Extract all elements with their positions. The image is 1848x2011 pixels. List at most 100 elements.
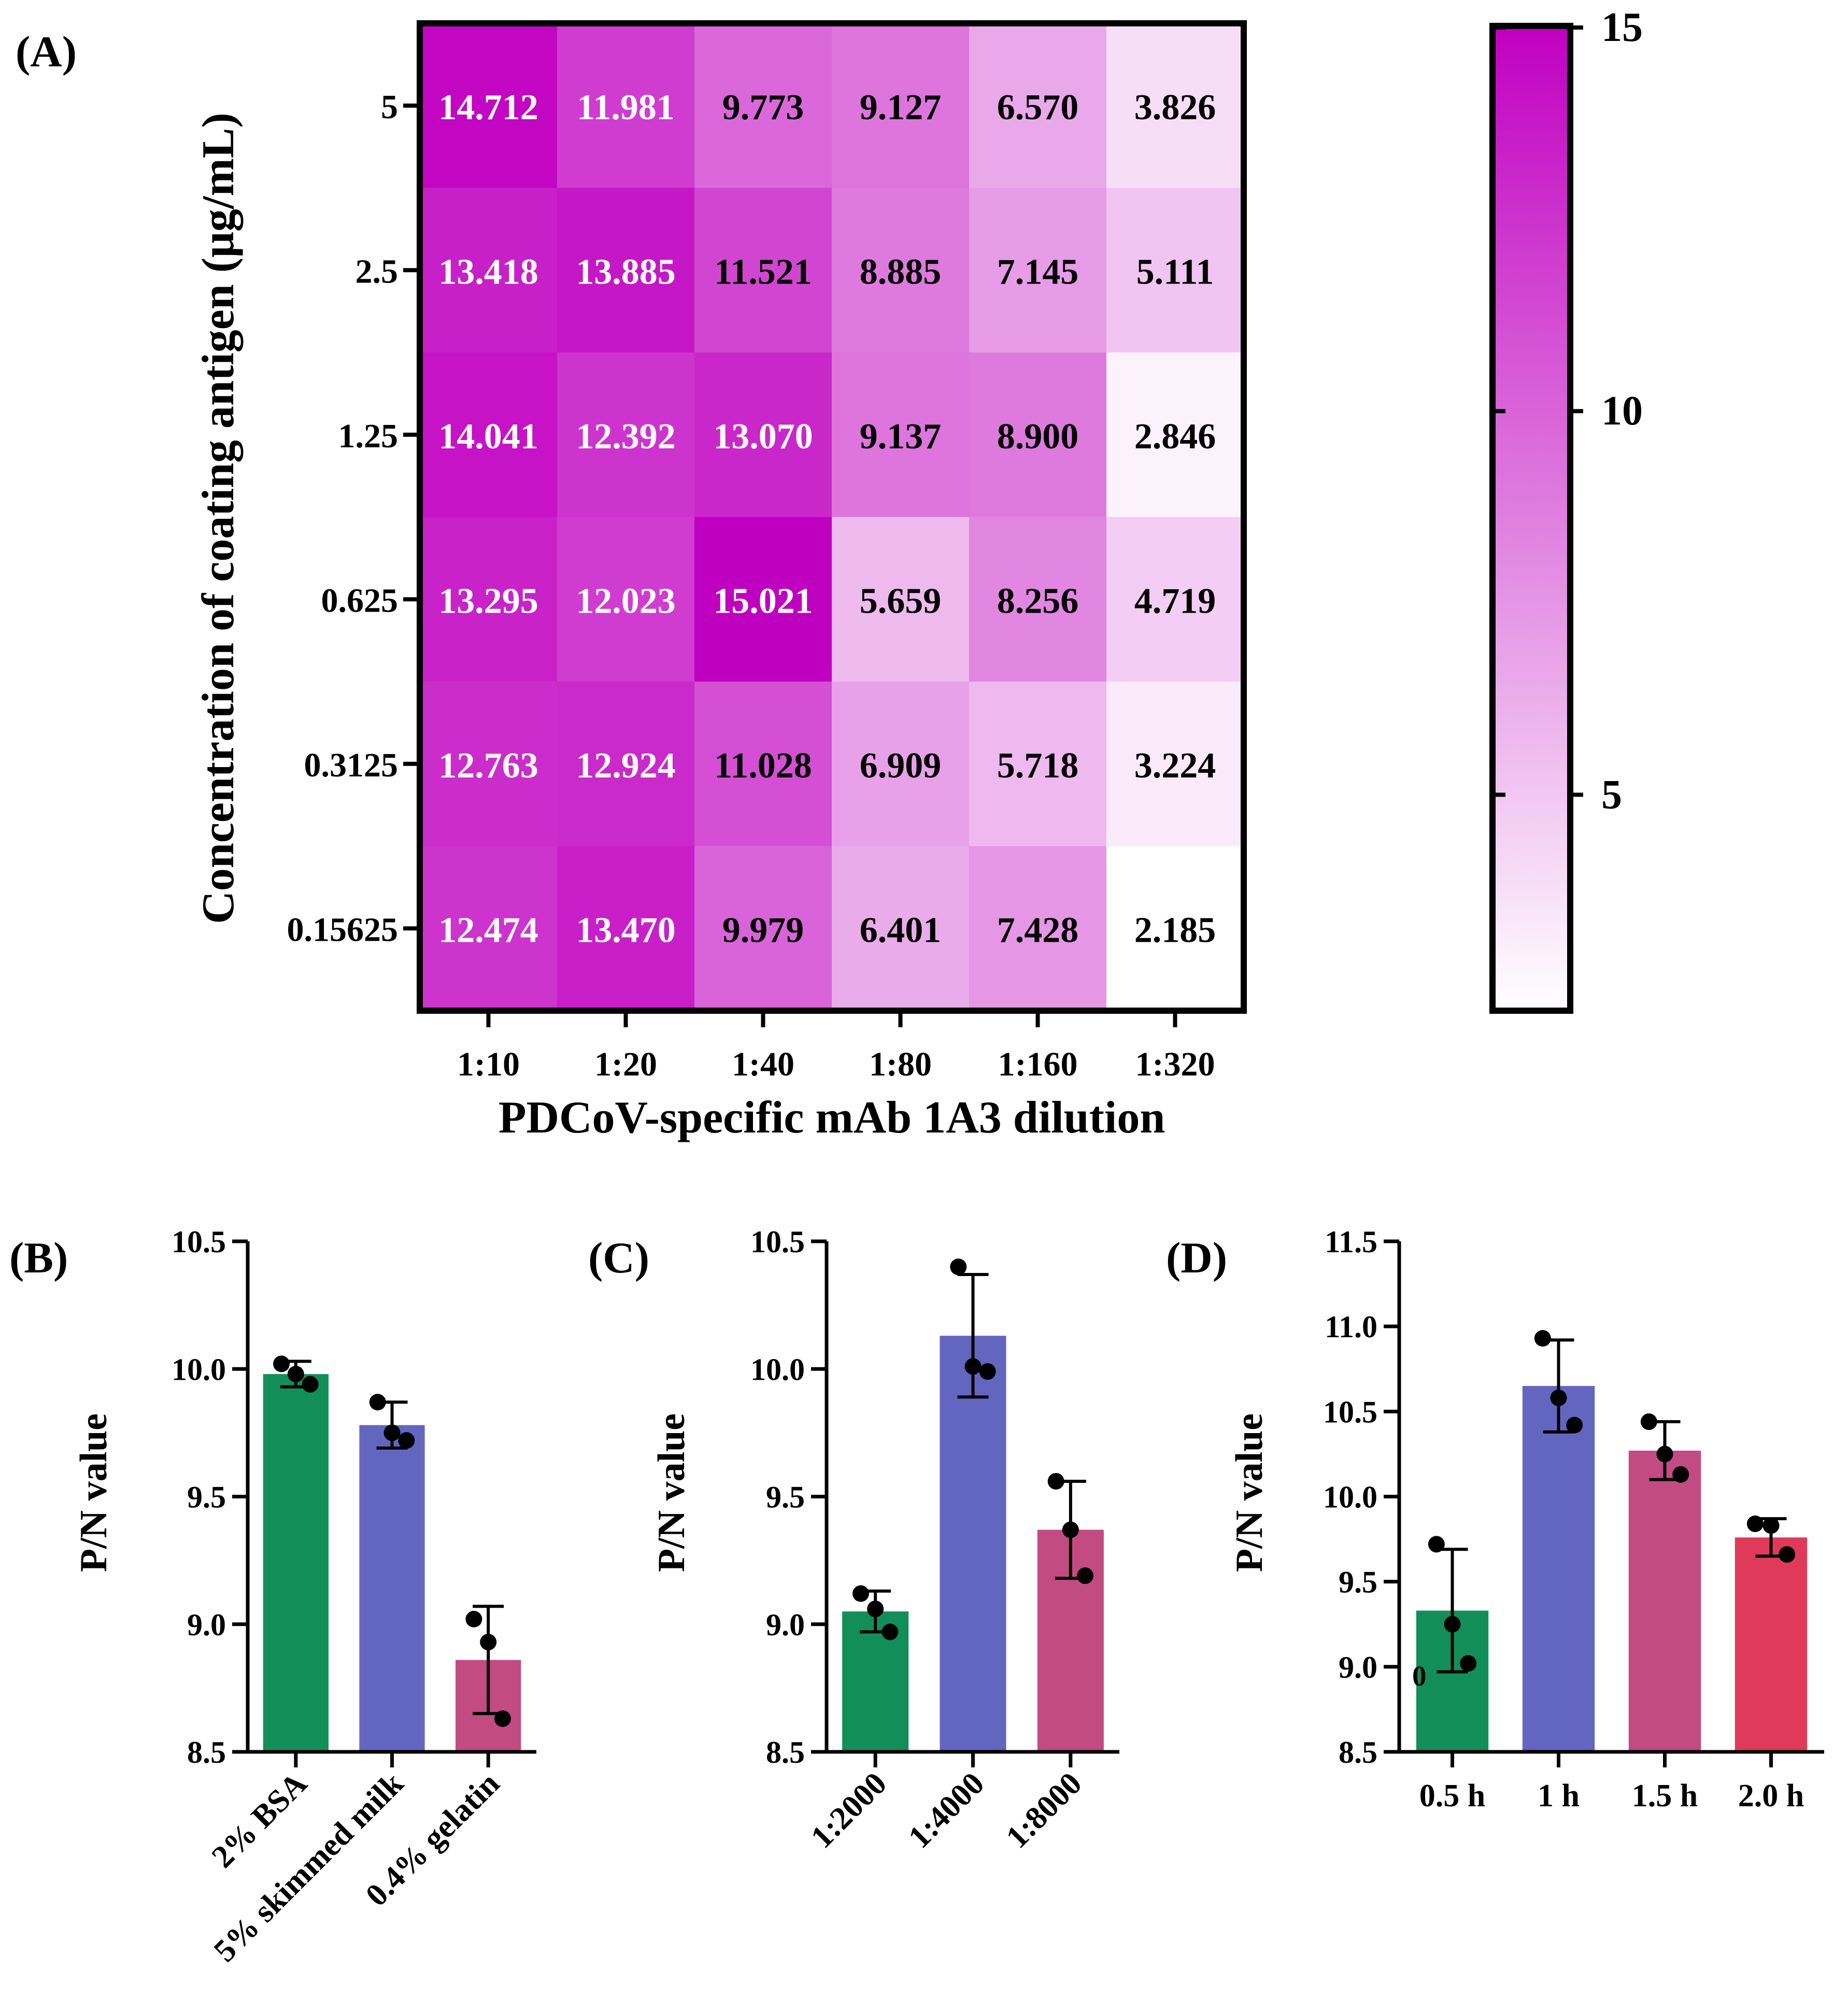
heatmap-cell <box>969 352 1107 517</box>
heatmap-cell <box>1106 682 1244 846</box>
x-tick-label: 1:4000 <box>902 1766 991 1855</box>
panel-label: (D) <box>1166 1234 1227 1282</box>
heatmap-cell <box>832 352 970 517</box>
heatmap-cell <box>420 352 558 517</box>
panel-label: (C) <box>588 1234 649 1282</box>
data-point <box>1460 1655 1477 1672</box>
heatmap-cell <box>694 682 832 846</box>
heatmap-value-label: 8.256 <box>997 581 1079 621</box>
data-point <box>494 1710 511 1727</box>
x-tick-label: 1.5 h <box>1632 1778 1698 1814</box>
heatmap-value-label: 12.392 <box>576 417 676 457</box>
heatmap-cell <box>1106 517 1244 682</box>
data-point <box>465 1610 482 1627</box>
heatmap-cell <box>1106 352 1244 517</box>
y-tick-label: 10.5 <box>172 1225 226 1259</box>
y-tick-label: 8.5 <box>766 1735 805 1769</box>
heatmap-value-label: 6.909 <box>860 746 942 786</box>
data-point <box>398 1432 415 1449</box>
y-tick-label: 9.0 <box>187 1608 226 1642</box>
heatmap-value-label: 12.763 <box>438 746 538 786</box>
data-point <box>852 1585 869 1602</box>
heatmap-value-label: 4.719 <box>1134 581 1216 621</box>
heatmap-value-label: 6.570 <box>997 88 1079 128</box>
y-tick-label: 5 <box>381 88 398 126</box>
heatmap-cell <box>557 23 695 188</box>
heatmap-cell <box>969 517 1107 682</box>
data-point <box>273 1355 290 1372</box>
x-tick-label: 1:2000 <box>804 1766 893 1855</box>
heatmap-cell <box>694 352 832 517</box>
heatmap-value-label: 7.428 <box>997 910 1079 950</box>
y-axis-label: P/N value <box>73 1413 115 1572</box>
data-point <box>1062 1521 1079 1538</box>
heatmap-value-label: 2.185 <box>1134 910 1216 950</box>
data-point <box>950 1258 967 1276</box>
data-point <box>383 1424 401 1441</box>
heatmap-value-label: 9.137 <box>860 417 942 457</box>
bar <box>940 1336 1006 1752</box>
bar <box>1522 1386 1595 1752</box>
y-axis-label: Concentration of coating antigen (μg/mL) <box>193 112 244 924</box>
y-tick-label: 9.0 <box>1339 1650 1377 1684</box>
x-tick-label: 1:8000 <box>999 1766 1088 1855</box>
heatmap-value-label: 9.127 <box>860 88 942 128</box>
data-point <box>1534 1330 1551 1347</box>
heatmap-value-label: 5.659 <box>860 581 942 621</box>
y-tick-label: 0.3125 <box>304 746 399 784</box>
heatmap-value-label: 11.521 <box>714 252 812 292</box>
colorbar <box>1489 23 1573 1014</box>
y-tick-label: 10.0 <box>1323 1480 1377 1514</box>
heatmap-value-label: 13.070 <box>713 417 813 457</box>
data-point <box>1746 1516 1764 1533</box>
x-axis-label: PDCoV-specific mAb 1A3 dilution <box>499 1093 1165 1143</box>
x-tick-label: 1:160 <box>998 1045 1078 1083</box>
heatmap-panel-a: (A) 14.712 11.981 9.773 9.127 6.570 3.826 13.4… <box>16 5 1643 1143</box>
heatmap-cell <box>1106 23 1244 188</box>
heatmap-value-label: 5.111 <box>1136 252 1214 292</box>
heatmap-cell <box>557 846 695 1011</box>
bar <box>1735 1537 1808 1752</box>
y-tick-label: 8.5 <box>1339 1735 1377 1769</box>
data-point <box>1640 1413 1657 1431</box>
y-axis-label: P/N value <box>650 1413 693 1572</box>
heatmap-value-label: 8.885 <box>860 252 942 292</box>
heatmap-x-ticks: 1:10 1:20 1:40 1:80 1:160 1:320 <box>457 1011 1215 1083</box>
data-point <box>1444 1616 1461 1633</box>
heatmap-value-label: 13.295 <box>438 581 538 621</box>
heatmap-cell <box>420 846 558 1011</box>
y-tick-label: 10.0 <box>750 1352 805 1386</box>
bar-panel-d: (D) P/N value 0.5 h 1 h 1.5 h 2.0 h 8.5 9.0 9.5 1… <box>1166 1225 1824 1814</box>
y-axis-label: P/N value <box>1228 1413 1271 1572</box>
colorbar-tick-label: 10 <box>1601 388 1643 434</box>
y-tick-label: 9.5 <box>766 1480 805 1514</box>
data-point <box>867 1601 884 1618</box>
data-point <box>1656 1446 1673 1463</box>
data-point <box>1672 1466 1689 1483</box>
heatmap-cell <box>969 188 1107 353</box>
heatmap-value-label: 3.826 <box>1134 88 1216 128</box>
y-tick-label: 9.5 <box>1339 1565 1377 1599</box>
heatmap-cell <box>557 352 695 517</box>
heatmap-y-ticks: 5 2.5 1.25 0.625 0.3125 0.15625 <box>287 88 420 948</box>
heatmap-value-label: 12.023 <box>576 581 676 621</box>
heatmap-value-label: 7.145 <box>997 252 1079 292</box>
heatmap-value-label: 12.924 <box>576 746 676 786</box>
y-tick-label: 0.625 <box>321 582 399 619</box>
heatmap-cells <box>420 23 1244 1011</box>
heatmap-value-labels: 14.712 11.981 9.773 9.127 6.570 3.826 13.418 13… <box>438 88 1216 951</box>
data-point <box>369 1394 386 1411</box>
y-tick-label: 9.5 <box>187 1480 226 1514</box>
heatmap-value-label: 8.900 <box>997 417 1079 457</box>
colorbar-tick-label: 5 <box>1601 772 1622 817</box>
bar-panel-c: (C) P/N value 1:2000 1:4000 1:8000 8.5 9.0 9.5 1… <box>588 1225 1119 1855</box>
y-tick-label: 10.5 <box>1323 1395 1377 1429</box>
heatmap-cell <box>557 682 695 846</box>
heatmap-cell <box>694 23 832 188</box>
y-tick-label: 0.15625 <box>287 911 399 948</box>
heatmap-frame <box>417 20 1247 1014</box>
heatmap-value-label: 13.470 <box>576 910 676 950</box>
data-point <box>1077 1567 1094 1584</box>
data-point <box>1550 1390 1567 1407</box>
